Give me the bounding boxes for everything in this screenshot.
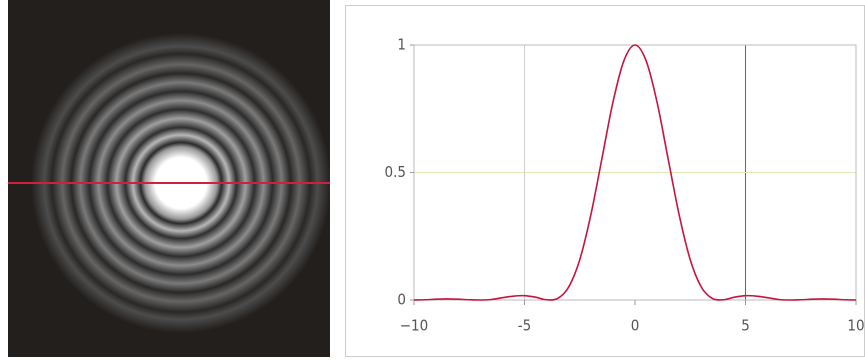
y-tick-label: 1 xyxy=(397,36,406,54)
y-tick-label: 0 xyxy=(397,291,406,309)
x-tick-label: 0 xyxy=(631,317,640,335)
x-tick-label: 10 xyxy=(847,317,864,335)
y-tick-label: 0.5 xyxy=(385,163,406,181)
x-tick-label: −10 xyxy=(400,317,428,335)
chart-panel xyxy=(346,6,865,357)
x-tick-label: -5 xyxy=(518,317,531,335)
airy-pattern xyxy=(8,0,330,357)
screen: −10 -5 0 5 10 0 0.5 1 xyxy=(0,0,865,357)
x-tick-label: 5 xyxy=(741,317,750,335)
